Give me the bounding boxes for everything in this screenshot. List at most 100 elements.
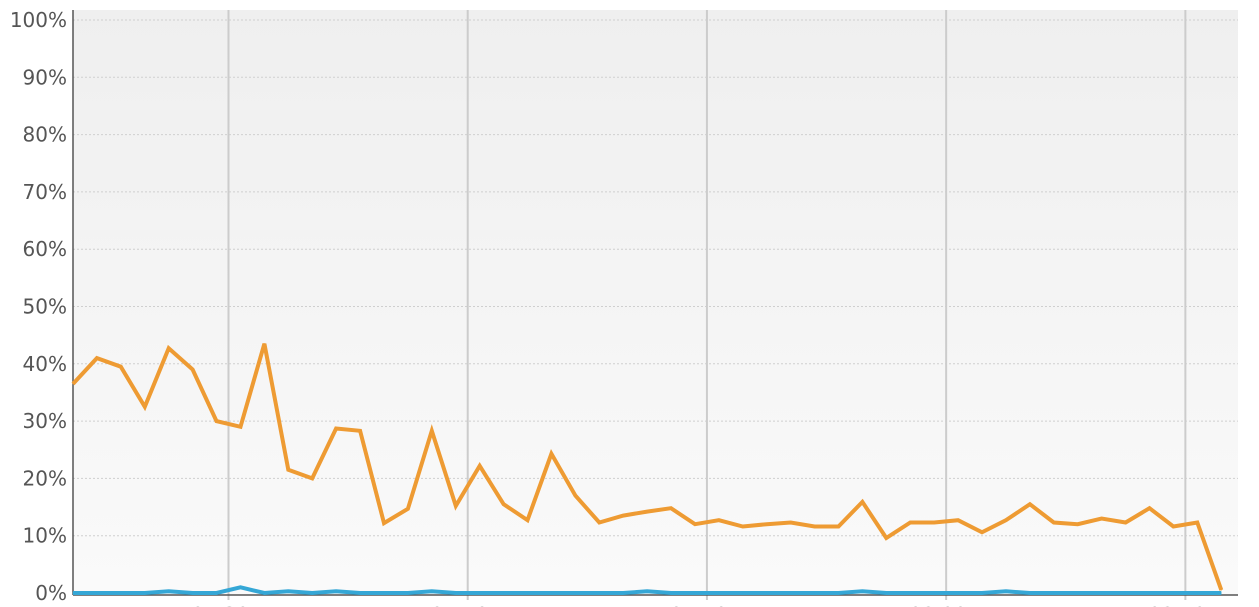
data-point-blue	[479, 592, 481, 594]
data-point-blue	[550, 592, 552, 594]
data-point-orange	[981, 531, 983, 533]
data-point-orange	[957, 519, 959, 521]
x-tick-label: 4:07:40 PM	[411, 603, 524, 607]
data-point-blue	[407, 592, 409, 594]
data-point-blue	[168, 590, 170, 592]
data-point-orange	[407, 508, 409, 510]
data-point-blue	[790, 592, 792, 594]
data-point-blue	[742, 592, 744, 594]
data-point-orange	[694, 523, 696, 525]
data-point-blue	[1172, 592, 1174, 594]
data-point-blue	[670, 592, 672, 594]
data-point-blue	[287, 590, 289, 592]
data-point-orange	[431, 430, 433, 432]
data-point-orange	[670, 507, 672, 509]
data-point-orange	[814, 526, 816, 528]
data-point-orange	[885, 537, 887, 539]
data-series	[71, 343, 1224, 596]
data-point-orange	[1101, 518, 1103, 520]
data-point-orange	[646, 511, 648, 513]
data-point-orange	[1005, 519, 1007, 521]
data-point-blue	[838, 592, 840, 594]
data-point-orange	[574, 495, 576, 497]
data-point-blue	[216, 592, 218, 594]
y-tick-label: 50%	[23, 295, 67, 319]
data-point-orange	[287, 469, 289, 471]
data-point-orange	[766, 523, 768, 525]
data-point-orange	[192, 369, 194, 371]
plot-background	[73, 10, 1238, 595]
y-tick-label: 30%	[23, 409, 67, 433]
data-point-orange	[359, 430, 361, 432]
y-tick-labels: 0% 10% 20% 30% 40% 50% 60% 70% 80% 90% 100%	[10, 8, 67, 605]
data-point-orange	[550, 453, 552, 455]
data-point-orange	[263, 343, 265, 345]
data-point-orange	[144, 406, 146, 408]
y-tick-label: 20%	[23, 466, 67, 490]
vertical-gridlines	[227, 10, 1187, 600]
data-point-orange	[120, 366, 122, 368]
y-tick-label: 60%	[23, 237, 67, 261]
data-point-orange	[1148, 507, 1150, 509]
data-point-blue	[766, 592, 768, 594]
data-point-blue	[96, 592, 98, 594]
data-point-blue	[1005, 590, 1007, 592]
data-point-blue	[1101, 592, 1103, 594]
data-point-blue	[622, 592, 624, 594]
data-point-orange	[168, 347, 170, 349]
x-tick-label: 4:07:50 PM	[651, 603, 764, 607]
data-point-orange	[455, 505, 457, 507]
data-point-blue	[814, 592, 816, 594]
data-point-blue	[694, 592, 696, 594]
data-point-orange	[479, 465, 481, 467]
data-point-orange	[1125, 522, 1127, 524]
data-point-blue	[598, 592, 600, 594]
data-point-orange	[239, 426, 241, 428]
data-point-blue	[192, 592, 194, 594]
data-point-blue	[263, 592, 265, 594]
data-point-orange	[718, 519, 720, 521]
x-tick-labels: 4:07:30 PM 4:07:40 PM 4:07:50 PM 4:08:00 PM…	[172, 603, 1242, 607]
data-point-orange	[838, 526, 840, 528]
data-point-blue	[1220, 592, 1222, 594]
data-point-blue	[957, 592, 959, 594]
y-tick-label: 90%	[23, 65, 67, 89]
data-point-orange	[1029, 503, 1031, 505]
data-point-blue	[72, 592, 74, 594]
data-point-blue	[1029, 592, 1031, 594]
data-point-blue	[646, 590, 648, 592]
data-point-blue	[1196, 592, 1198, 594]
y-tick-label: 10%	[23, 524, 67, 548]
data-point-orange	[311, 477, 313, 479]
data-point-orange	[1220, 589, 1222, 591]
data-point-blue	[718, 592, 720, 594]
data-point-blue	[527, 592, 529, 594]
data-point-blue	[933, 592, 935, 594]
data-point-orange	[742, 526, 744, 528]
data-point-orange	[861, 501, 863, 503]
data-point-blue	[144, 592, 146, 594]
data-point-blue	[861, 590, 863, 592]
data-point-blue	[1148, 592, 1150, 594]
data-point-orange	[622, 515, 624, 517]
x-tick-label: 4:07:30 PM	[172, 603, 285, 607]
y-tick-label: 80%	[23, 123, 67, 147]
y-tick-label: 0%	[35, 581, 67, 605]
x-tick-label: 4:08:00 PM	[890, 603, 1003, 607]
data-point-orange	[335, 428, 337, 430]
data-point-orange	[598, 522, 600, 524]
data-point-blue	[359, 592, 361, 594]
data-point-orange	[1053, 522, 1055, 524]
data-point-orange	[527, 519, 529, 521]
data-point-blue	[383, 592, 385, 594]
data-point-blue	[1053, 592, 1055, 594]
data-point-blue	[431, 590, 433, 592]
data-point-orange	[1077, 523, 1079, 525]
data-point-blue	[574, 592, 576, 594]
data-point-orange	[503, 503, 505, 505]
data-point-blue	[503, 592, 505, 594]
x-tick-label: 4:08:10 PM	[1129, 603, 1242, 607]
data-point-blue	[981, 592, 983, 594]
data-point-blue	[120, 592, 122, 594]
data-point-orange	[790, 522, 792, 524]
